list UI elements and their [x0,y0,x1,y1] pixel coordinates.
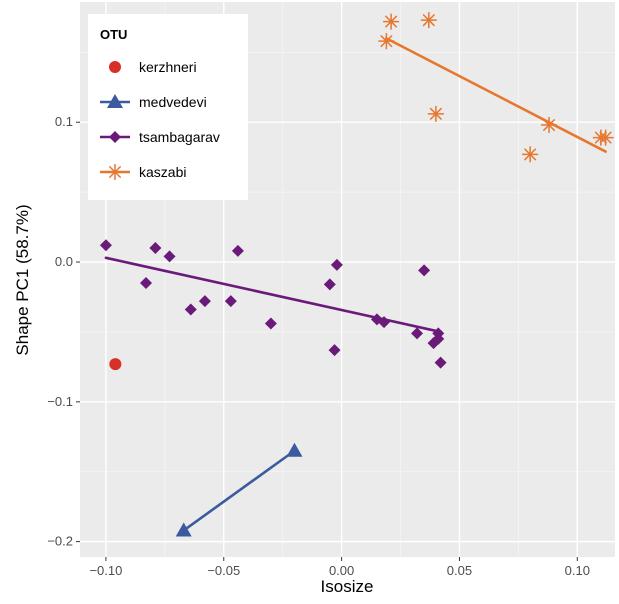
legend-key-marker [107,94,123,108]
data-point-tsambagarav [330,258,343,271]
legend-item-medvedevi: medvedevi [100,94,207,110]
y-tick-label: 0.1 [55,114,73,129]
legend-label: kaszabi [139,164,186,180]
data-point-kerzhneri [109,358,122,371]
data-point-tsambagarav [198,295,211,308]
legend: OTU kerzhneri medvedevi tsambagarav kaszabi [88,14,248,200]
data-point-tsambagarav [378,316,391,329]
legend-item-tsambagarav: tsambagarav [100,129,220,145]
legend-item-kaszabi: kaszabi [100,164,186,180]
y-tick-label: −0.1 [47,394,73,409]
data-point-tsambagarav [163,250,176,263]
data-point-tsambagarav [231,244,244,257]
legend-key-marker [109,131,121,143]
legend-label: kerzhneri [139,59,197,75]
data-point-tsambagarav [264,317,277,330]
y-tick-label: −0.2 [47,534,73,549]
x-tick-label: 0.10 [565,563,590,578]
data-point-tsambagarav [149,242,162,255]
data-point-tsambagarav [418,264,431,277]
data-point-tsambagarav [434,356,447,369]
x-axis-ticks: −0.10 −0.05 0.00 0.05 0.10 [89,557,590,578]
x-tick-label: 0.05 [447,563,472,578]
data-point-tsambagarav [328,344,341,357]
data-point-kaszabi [383,13,400,30]
legend-key-marker [109,61,121,73]
data-point-tsambagarav [323,278,336,291]
data-point-kaszabi [427,105,444,122]
series-line-medvedevi [182,449,296,532]
legend-item-kerzhneri: kerzhneri [109,59,197,75]
legend-title: OTU [100,27,127,42]
data-points [99,12,614,537]
series-line-kaszabi [385,37,607,153]
y-axis-ticks: −0.2 −0.1 0.0 0.1 [47,114,80,549]
x-tick-label: −0.05 [207,563,240,578]
data-point-kaszabi [522,146,539,163]
x-axis-title: Isosize [321,577,374,596]
data-point-medvedevi [286,442,303,457]
data-point-medvedevi [175,522,192,537]
legend-label: medvedevi [139,94,207,110]
data-point-tsambagarav [139,276,152,289]
data-point-tsambagarav [184,303,197,316]
legend-items: kerzhneri medvedevi tsambagarav kaszabi [100,59,220,180]
data-point-kaszabi [597,129,614,146]
data-point-tsambagarav [432,332,445,345]
data-point-kaszabi [541,117,558,134]
data-point-tsambagarav [99,239,112,252]
y-tick-label: 0.0 [55,254,73,269]
data-point-kaszabi [378,33,395,50]
x-tick-label: −0.10 [89,563,122,578]
legend-label: tsambagarav [139,129,220,145]
data-point-tsambagarav [411,327,424,340]
x-tick-label: 0.00 [329,563,354,578]
y-axis-title: Shape PC1 (58.7%) [13,204,32,355]
data-point-kaszabi [420,12,437,29]
data-point-tsambagarav [224,295,237,308]
legend-key-marker [107,164,123,180]
